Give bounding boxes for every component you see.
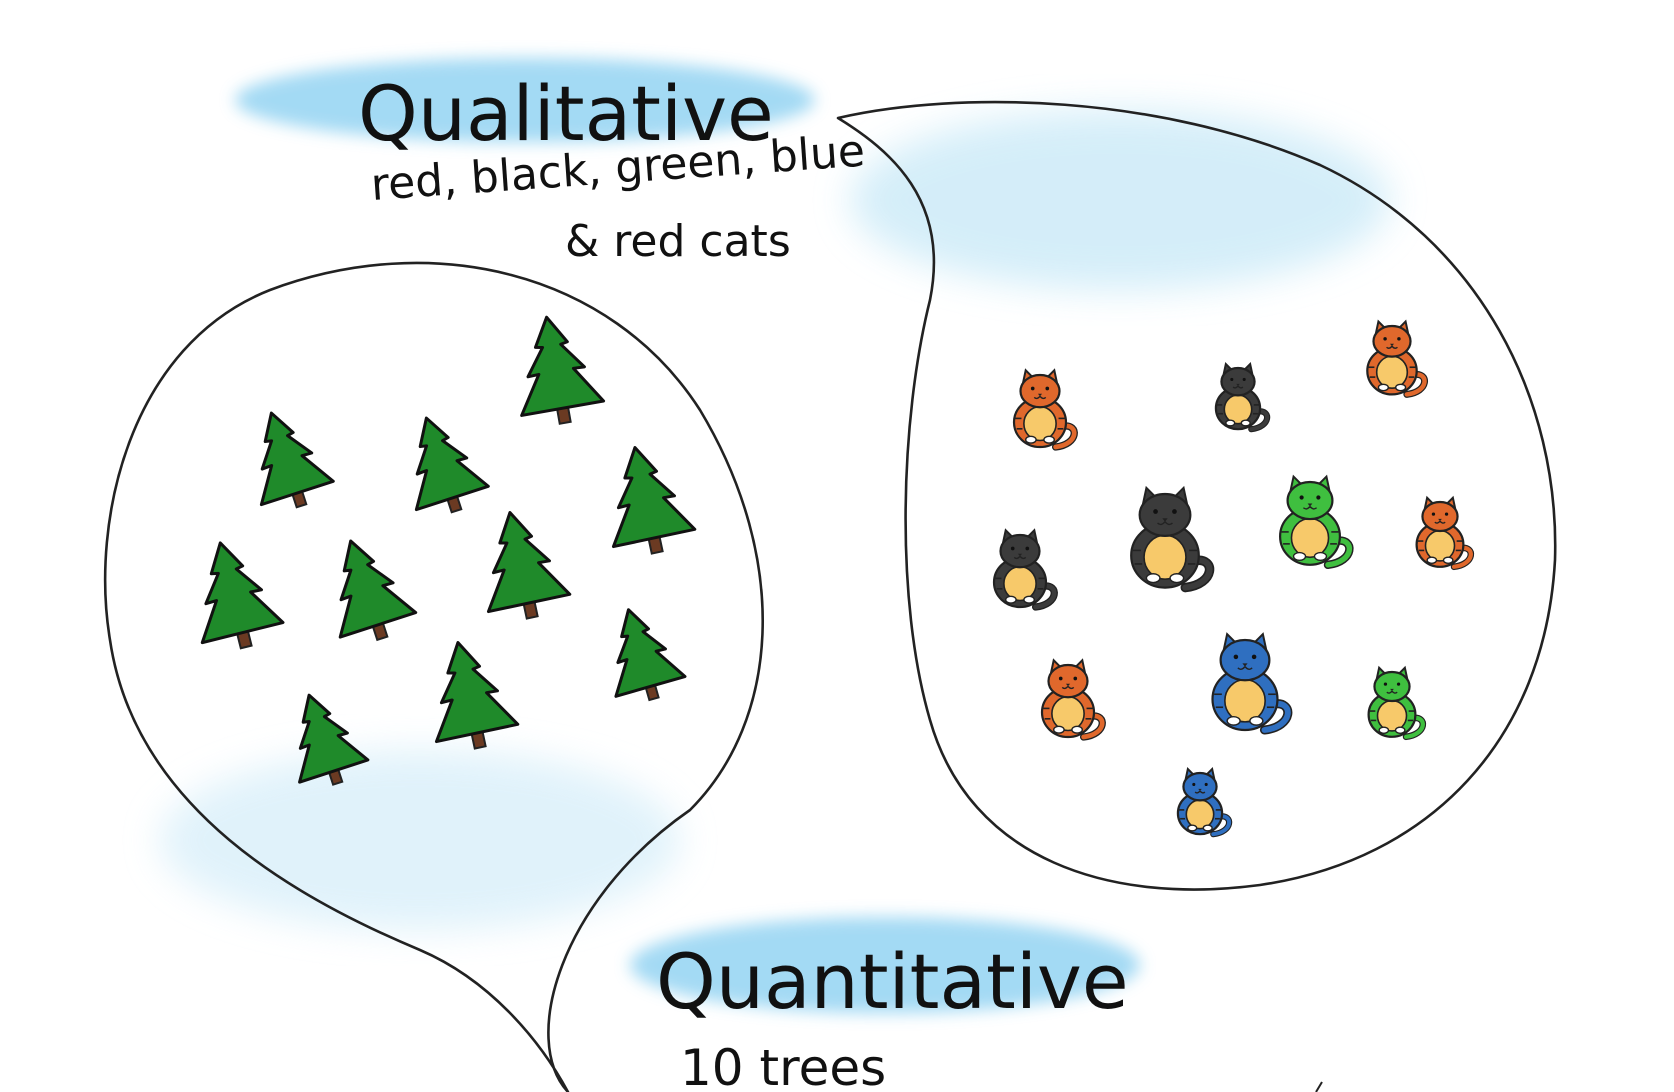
- tree-icon: [614, 608, 687, 702]
- cat-icon: [1130, 485, 1215, 593]
- tree-icon: [611, 446, 697, 555]
- cat-icon: [992, 528, 1058, 611]
- qualitative-colors-line-2: & red cats: [565, 216, 791, 267]
- tree-icon: [200, 541, 285, 650]
- cat-icon: [1279, 474, 1354, 569]
- cat-icon: [1040, 658, 1106, 741]
- cat-icon: [1012, 368, 1078, 451]
- cat-bubble-wash: [850, 110, 1390, 290]
- pen-mark: [1315, 1081, 1323, 1092]
- cat-icon: [1176, 766, 1233, 838]
- tree-icon: [414, 416, 490, 514]
- cat-bubble-outline: [836, 100, 1557, 891]
- cat-icon: [1415, 495, 1474, 571]
- cat-icon: [1366, 319, 1428, 398]
- cat-icon: [1214, 361, 1271, 433]
- tree-icon: [338, 539, 418, 642]
- qualitative-highlight: [235, 58, 815, 142]
- cats-group: [992, 319, 1474, 838]
- qualitative-title: Qualitative: [358, 69, 774, 158]
- tree-icon: [520, 315, 606, 425]
- tree-icon: [486, 511, 572, 620]
- quantitative-highlight: [630, 917, 1140, 1013]
- tree-bubble-wash: [160, 750, 680, 930]
- tree-bubble-outline: [103, 261, 764, 1092]
- cat-icon: [1367, 665, 1426, 741]
- trees-group: [200, 315, 697, 786]
- cat-icon: [1211, 632, 1293, 735]
- tree-icon: [434, 641, 520, 750]
- quantitative-title: Quantitative: [656, 937, 1129, 1026]
- quantitative-caption: 10 trees: [680, 1039, 886, 1092]
- tree-icon: [259, 411, 335, 509]
- tree-icon: [298, 693, 370, 786]
